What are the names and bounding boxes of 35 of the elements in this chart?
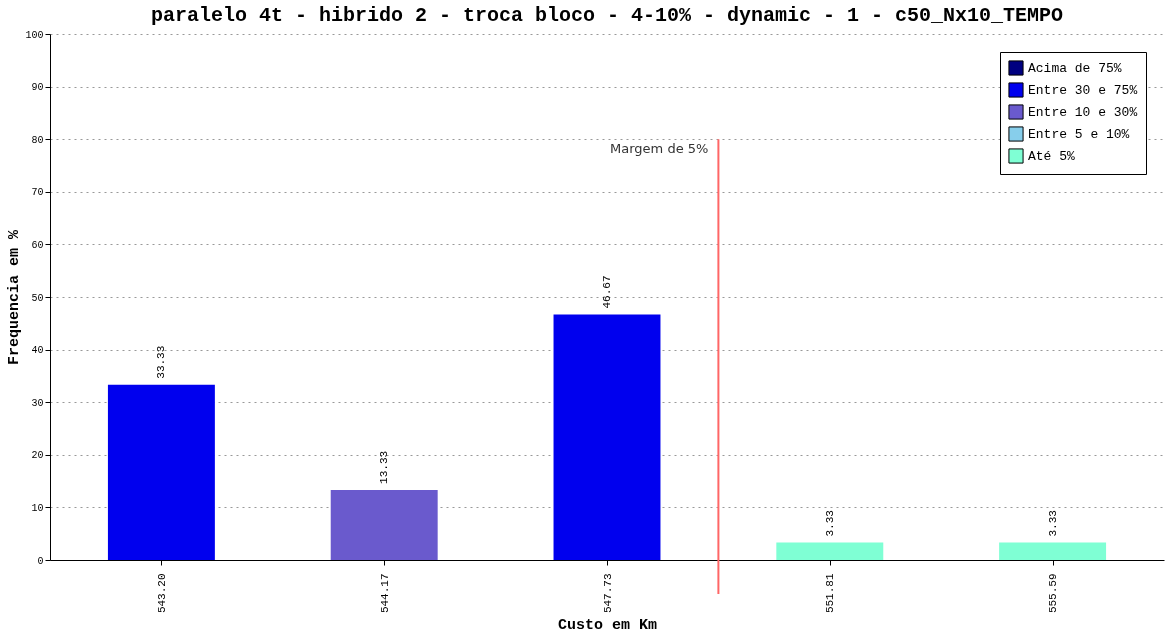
chart-title: paralelo 4t - hibrido 2 - troca bloco - 4-10% - dynamic - 1 - c50_Nx10_TEMPO [150, 4, 1064, 27]
legend-label: Entre 30 e 75% [1028, 83, 1138, 98]
bar [107, 384, 215, 560]
bar [330, 489, 438, 560]
data-label: 3.33 [1046, 510, 1059, 537]
legend-label: Entre 5 e 10% [1028, 127, 1130, 142]
y-tick-label: 10 [31, 502, 44, 514]
y-tick-label: 90 [31, 82, 44, 94]
legend-label: Até 5% [1028, 149, 1076, 164]
y-tick-label: 30 [31, 397, 44, 409]
y-tick-label: 80 [31, 134, 44, 146]
y-tick-label: 50 [31, 292, 44, 304]
data-label: 13.33 [378, 450, 391, 484]
ref-line-label: Margem de 5% [610, 141, 709, 157]
data-label: 33.33 [155, 345, 168, 379]
legend-label: Entre 10 e 30% [1028, 105, 1138, 120]
x-tick-label: 544.17 [378, 573, 391, 614]
bar [776, 542, 884, 560]
y-tick-label: 100 [25, 29, 44, 41]
y-tick-label: 40 [31, 345, 44, 357]
y-tick-label: 0 [37, 555, 44, 567]
x-tick-label: 555.59 [1047, 573, 1060, 614]
x-tick-label: 547.73 [601, 573, 614, 614]
y-axis-title: Frequencia em % [6, 229, 24, 366]
y-tick-label: 70 [31, 187, 44, 199]
legend-label: Acima de 75% [1028, 61, 1122, 76]
data-label: 46.67 [601, 275, 613, 309]
y-tick-label: 60 [31, 239, 44, 251]
data-label: 3.33 [823, 510, 836, 537]
x-tick-label: 543.20 [155, 573, 168, 614]
y-tick-label: 20 [31, 450, 44, 462]
bar [553, 314, 661, 560]
bar [999, 542, 1107, 560]
x-axis-title: Custo em Km [557, 617, 658, 635]
x-tick-label: 551.81 [824, 573, 837, 614]
